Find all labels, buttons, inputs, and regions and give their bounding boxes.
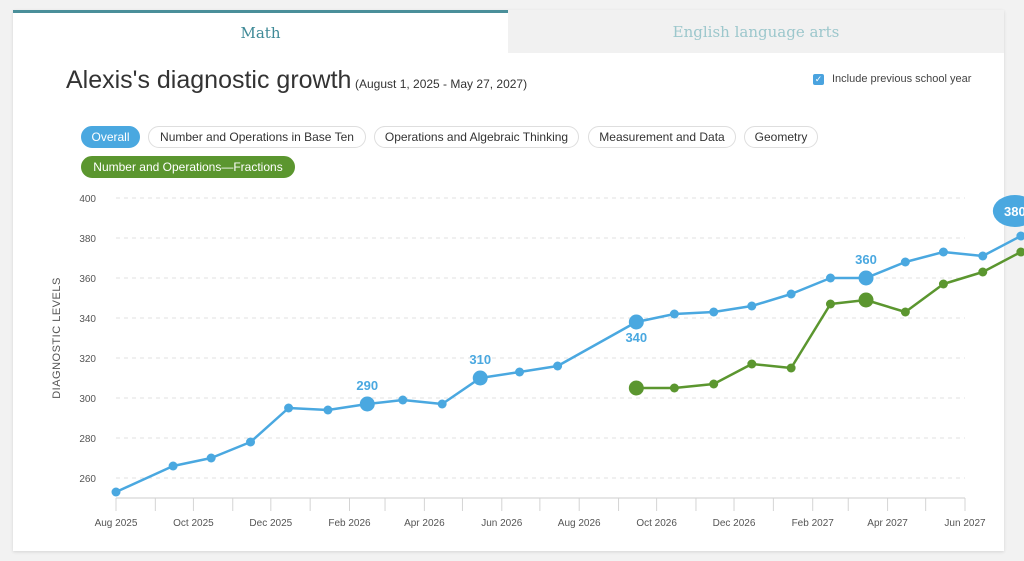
y-tick-label: 360 xyxy=(79,274,96,285)
data-point[interactable] xyxy=(709,307,719,317)
data-label: 380 xyxy=(1004,204,1024,219)
y-tick-label: 380 xyxy=(79,234,96,245)
data-point[interactable] xyxy=(168,461,178,471)
date-range: (August 1, 2025 - May 27, 2027) xyxy=(355,77,528,91)
data-point[interactable] xyxy=(515,367,525,377)
data-point[interactable] xyxy=(437,399,447,409)
x-tick-label: Feb 2026 xyxy=(328,518,371,529)
x-tick-label: Jun 2027 xyxy=(944,518,986,529)
data-point[interactable] xyxy=(938,247,948,257)
x-tick-label: Jun 2026 xyxy=(481,518,523,529)
y-axis-label: DIAGNOSTIC LEVELS xyxy=(51,277,63,399)
y-tick-label: 300 xyxy=(79,394,96,405)
series-line-0 xyxy=(115,234,1022,494)
y-tick-label: 400 xyxy=(79,194,96,205)
data-point[interactable] xyxy=(1016,231,1024,241)
x-tick-label: Aug 2025 xyxy=(95,518,138,529)
filter-geometry[interactable]: Geometry xyxy=(744,126,818,148)
data-point[interactable] xyxy=(1016,247,1024,257)
page-title: Alexis's diagnostic growth xyxy=(66,66,352,94)
x-tick-label: Apr 2027 xyxy=(867,518,908,529)
data-point[interactable] xyxy=(472,370,488,386)
data-point[interactable] xyxy=(978,251,988,261)
y-tick-label: 280 xyxy=(79,434,96,445)
data-point[interactable] xyxy=(858,292,874,308)
data-point[interactable] xyxy=(786,289,796,299)
data-point[interactable] xyxy=(669,383,679,393)
data-point[interactable] xyxy=(553,361,563,371)
x-tick-label: Oct 2026 xyxy=(636,518,677,529)
data-point[interactable] xyxy=(858,270,874,286)
y-tick-label: 320 xyxy=(79,354,96,365)
filter-overall[interactable]: Overall xyxy=(81,126,140,148)
filter-fractions[interactable]: Number and Operations—Fractions xyxy=(81,156,295,178)
data-point[interactable] xyxy=(359,396,375,412)
data-point[interactable] xyxy=(206,453,216,463)
data-point[interactable] xyxy=(978,267,988,277)
data-point[interactable] xyxy=(747,359,757,369)
data-point[interactable] xyxy=(825,273,835,283)
data-point[interactable] xyxy=(246,437,256,447)
x-tick-label: Dec 2026 xyxy=(713,518,756,529)
include-previous-year-toggle[interactable]: ✓ Include previous school year xyxy=(813,73,971,85)
data-point[interactable] xyxy=(900,257,910,267)
data-point[interactable] xyxy=(825,299,835,309)
data-point[interactable] xyxy=(398,395,408,405)
x-tick-label: Feb 2027 xyxy=(792,518,835,529)
data-point[interactable] xyxy=(628,380,644,396)
subject-tabs: Math English language arts xyxy=(13,10,1004,53)
data-point[interactable] xyxy=(111,487,121,497)
data-label: 290 xyxy=(356,378,378,393)
data-point[interactable] xyxy=(709,379,719,389)
checkbox-checked-icon[interactable]: ✓ xyxy=(813,73,824,85)
filter-algebraic-thinking[interactable]: Operations and Algebraic Thinking xyxy=(374,126,579,148)
data-label: 360 xyxy=(855,252,877,267)
data-label: 310 xyxy=(469,352,491,367)
tab-english-language-arts[interactable]: English language arts xyxy=(508,10,1004,53)
diagnostic-growth-card: Math English language arts xyxy=(13,10,1004,551)
data-point[interactable] xyxy=(938,279,948,289)
data-label: 340 xyxy=(625,330,647,345)
filter-base-ten[interactable]: Number and Operations in Base Ten xyxy=(148,126,366,148)
y-tick-label: 260 xyxy=(79,474,96,485)
filter-measurement-data[interactable]: Measurement and Data xyxy=(588,126,736,148)
data-point[interactable] xyxy=(669,309,679,319)
x-tick-label: Apr 2026 xyxy=(404,518,445,529)
y-tick-label: 340 xyxy=(79,314,96,325)
tab-math[interactable]: Math xyxy=(13,10,508,53)
data-point[interactable] xyxy=(284,403,294,413)
data-point[interactable] xyxy=(900,307,910,317)
x-tick-label: Oct 2025 xyxy=(173,518,214,529)
data-point[interactable] xyxy=(628,314,644,330)
include-previous-year-label: Include previous school year xyxy=(832,73,972,85)
highlight-bubble xyxy=(992,195,1024,227)
series-line-1 xyxy=(636,250,1022,390)
data-point[interactable] xyxy=(323,405,333,415)
x-tick-label: Aug 2026 xyxy=(558,518,601,529)
data-point[interactable] xyxy=(747,301,757,311)
data-point[interactable] xyxy=(786,363,796,373)
x-tick-label: Dec 2025 xyxy=(249,518,292,529)
